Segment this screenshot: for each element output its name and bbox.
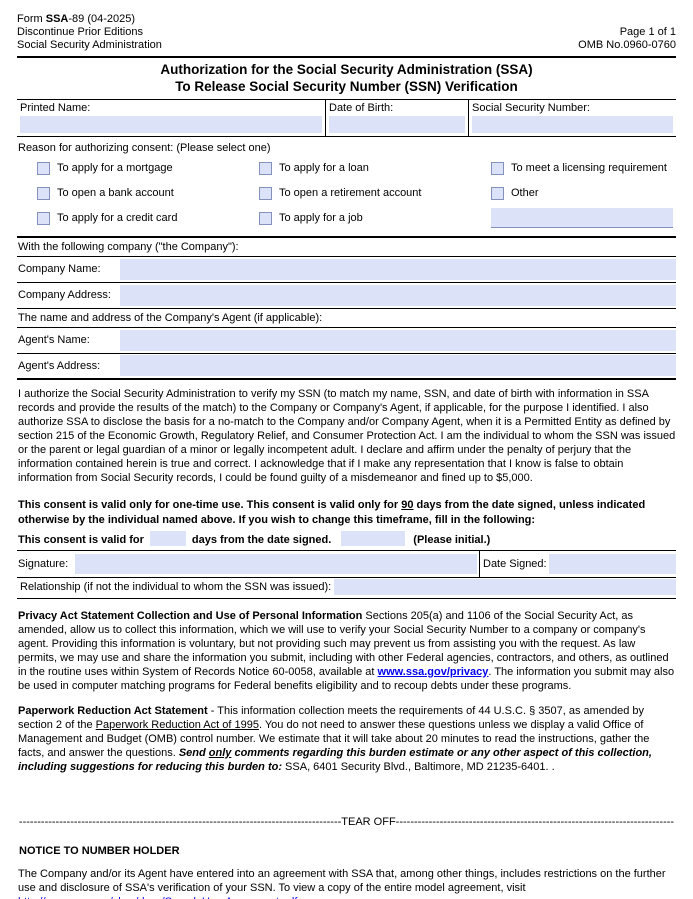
option-credit-card: To apply for a credit card [37,206,259,231]
signature-row: Signature: Date Signed: [17,550,676,578]
dob-label: Date of Birth: [329,101,394,114]
agent-heading: The name and address of the Company's Ag… [17,309,676,328]
reason-heading: Reason for authorizing consent: (Please … [18,141,271,154]
option-label: To apply for a job [279,212,363,225]
consent-validity-statement: This consent is valid only for one-time … [18,498,646,526]
option-label: To apply for a loan [279,162,369,175]
agency-name: Social Security Administration [17,39,162,52]
printed-name-label: Printed Name: [20,101,91,114]
agreement-link[interactable]: http://www.ssa.gov/cbsv/docs/SampleUserA… [18,896,297,899]
option-mortgage: To apply for a mortgage [37,156,259,181]
company-address-input[interactable] [120,284,676,306]
form-meta: Page 1 of 1 OMB No.0960-0760 [578,26,676,52]
privacy-link[interactable]: www.ssa.gov/privacy [377,665,489,678]
date-signed-label: Date Signed: [483,557,547,570]
option-retirement-account: To open a retirement account [259,181,491,206]
printed-name-cell: Printed Name: [17,100,325,136]
consent-timeframe-row: This consent is valid for days from the d… [17,530,676,551]
signature-cell: Signature: [17,551,479,577]
other-reason-input[interactable] [491,208,673,229]
discontinue-note: Discontinue Prior Editions [17,26,143,39]
notice-heading: NOTICE TO NUMBER HOLDER [19,844,180,857]
agent-address-label: Agent's Address: [18,359,101,372]
checkbox-loan[interactable] [259,161,272,175]
signature-input[interactable] [75,553,477,574]
timeframe-middle: days from the date signed. [191,533,332,546]
checkbox-credit-card[interactable] [37,211,50,225]
date-signed-cell: Date Signed: [479,550,676,577]
timeframe-prefix: This consent is valid for [18,533,144,546]
printed-name-input[interactable] [20,115,322,133]
option-label: To meet a licensing requirement [511,162,667,175]
company-address-row: Company Address: [17,283,676,309]
privacy-act-heading: Privacy Act Statement Collection and Use… [18,609,363,622]
initials-input[interactable] [341,530,406,546]
form-number: Form SSA-89 (04-2025) [17,13,136,25]
agent-address-row: Agent's Address: [17,354,676,380]
title-line-1: Authorization for the Social Security Ad… [160,61,533,77]
dob-cell: Date of Birth: [325,99,468,136]
pra-1995-reference: Paperwork Reduction Act of 1995 [95,718,259,731]
identity-row: Printed Name: Date of Birth: Social Secu… [17,98,676,137]
option-job: To apply for a job [259,206,491,231]
company-name-input[interactable] [120,258,676,280]
reason-section: Reason for authorizing consent: (Please … [17,137,676,238]
option-label: To open a bank account [57,187,174,200]
option-label: To apply for a credit card [57,212,178,225]
company-name-row: Company Name: [17,257,676,283]
signature-label: Signature: [18,557,69,570]
checkbox-mortgage[interactable] [37,161,50,175]
omb-number: OMB No.0960-0760 [578,39,676,52]
option-licensing: To meet a licensing requirement [491,156,676,181]
default-days-value: 90 [401,498,414,511]
ssn-label: Social Security Number: [472,101,590,114]
relationship-input[interactable] [334,579,676,596]
dob-input[interactable] [329,115,465,133]
company-name-label: Company Name: [18,263,101,276]
option-loan: To apply for a loan [259,156,491,181]
form-identification: Form SSA-89 (04-2025) Discontinue Prior … [17,13,162,53]
agent-name-input[interactable] [120,329,676,351]
relationship-label: Relationship (if not the individual to w… [20,581,332,594]
page-number: Page 1 of 1 [619,26,676,39]
option-label: To open a retirement account [279,187,422,200]
form-header: Form SSA-89 (04-2025) Discontinue Prior … [17,0,676,58]
agent-name-row: Agent's Name: [17,328,676,354]
checkbox-retirement-account[interactable] [259,186,272,200]
timeframe-suffix: (Please initial.) [413,533,491,546]
notice-text: The Company and/or its Agent have entere… [18,867,676,899]
relationship-row: Relationship (if not the individual to w… [17,578,676,599]
tear-off-line: ----------------------------------------… [18,815,675,828]
consent-days-input[interactable] [149,530,186,546]
authorization-statement: I authorize the Social Security Administ… [18,387,676,484]
checkbox-bank-account[interactable] [37,186,50,200]
tear-off-label: TEAR OFF [341,815,396,828]
option-label: To apply for a mortgage [57,162,173,175]
ssn-input[interactable] [472,115,673,133]
checkbox-other[interactable] [491,186,504,200]
reason-options: To apply for a mortgage To apply for a l… [37,156,676,231]
option-bank-account: To open a bank account [37,181,259,206]
privacy-act-statement: Privacy Act Statement Collection and Use… [18,609,675,692]
ssn-cell: Social Security Number: [468,99,676,136]
page-title: Authorization for the Social Security Ad… [17,61,676,95]
checkbox-job[interactable] [259,211,272,225]
other-reason-cell [491,206,676,231]
checkbox-licensing[interactable] [491,161,504,175]
agent-name-label: Agent's Name: [18,334,90,347]
title-line-2: To Release Social Security Number (SSN) … [175,78,518,94]
paperwork-heading: Paperwork Reduction Act Statement [18,704,208,717]
option-label: Other [511,187,539,200]
paperwork-reduction-statement: Paperwork Reduction Act Statement - This… [18,704,652,773]
agent-address-input[interactable] [120,355,676,377]
company-address-label: Company Address: [18,289,111,302]
option-other: Other [491,181,676,206]
date-signed-input[interactable] [549,553,676,574]
company-heading: With the following company ("the Company… [17,238,676,257]
